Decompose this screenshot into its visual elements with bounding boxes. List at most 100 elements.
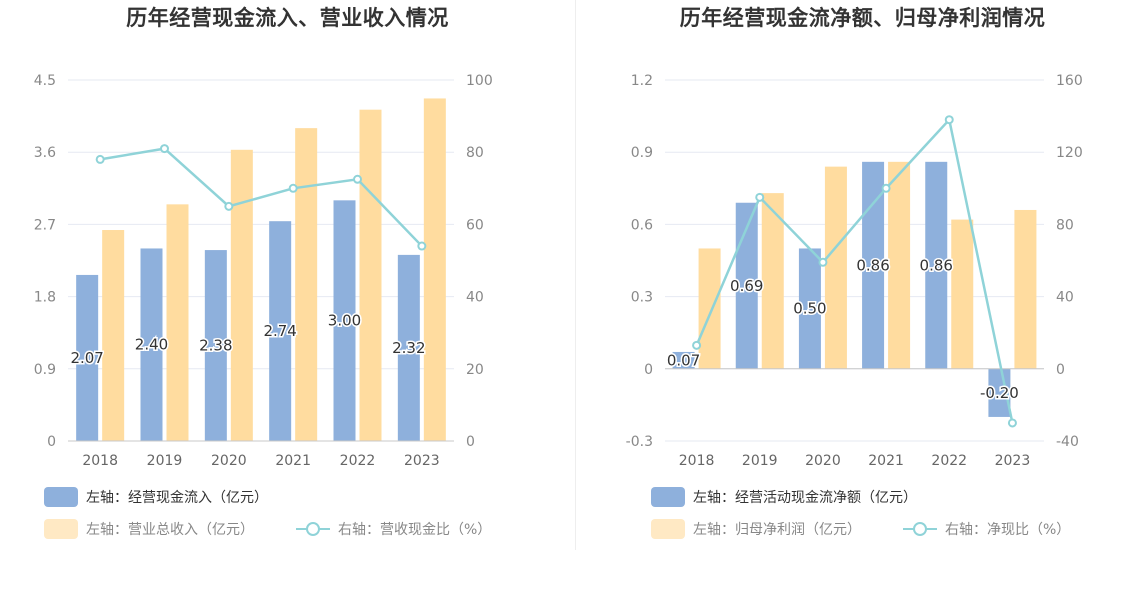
y-right-tick-label: 40 — [1056, 290, 1074, 306]
line-point — [692, 340, 702, 350]
legend-swatch-blue — [44, 487, 78, 507]
legend-label: 右轴：净现比（%） — [945, 522, 1071, 538]
bar-secondary — [888, 161, 911, 369]
chart-title: 历年经营现金流净额、归母净利润情况 — [679, 6, 1046, 30]
y-right-tick-label: 120 — [1056, 145, 1083, 161]
line-point — [95, 154, 105, 164]
y-left-tick-label: 2.7 — [34, 217, 56, 233]
x-tick-label: 2018 — [679, 453, 715, 469]
y-right-tick-label: 80 — [1056, 217, 1074, 233]
bar-primary — [735, 202, 758, 369]
y-left-tick-label: 0 — [47, 434, 56, 450]
legend-label: 右轴：营收现金比（%） — [338, 522, 492, 538]
y-left-tick-label: 0.9 — [34, 362, 56, 378]
y-left-tick-label: 0.3 — [631, 290, 653, 306]
data-label: 2.40 — [135, 336, 168, 354]
legend-item-net-cashflow[interactable]: 左轴：经营活动现金流净额（亿元） — [651, 487, 917, 507]
bar-primary — [76, 274, 99, 441]
x-tick-label: 2019 — [147, 453, 183, 469]
bar-secondary — [761, 193, 784, 369]
chart-title: 历年经营现金流入、营业收入情况 — [126, 6, 449, 30]
y-right-tick-label: 60 — [466, 217, 484, 233]
bar-secondary — [230, 149, 253, 441]
x-tick-label: 2023 — [404, 453, 440, 469]
data-label: 0.86 — [920, 256, 953, 274]
legend-swatch-yellow — [44, 519, 78, 539]
legend-line-marker-icon — [296, 519, 330, 539]
bar-secondary — [295, 128, 318, 441]
line-series — [99, 147, 423, 247]
y-right-tick-label: 40 — [466, 290, 484, 306]
legend-line-marker-icon — [903, 519, 937, 539]
legend-label: 左轴：归母净利润（亿元） — [693, 522, 861, 538]
y-left-tick-label: 3.6 — [34, 145, 56, 161]
x-tick-label: 2020 — [211, 453, 247, 469]
data-label: 3.00 — [328, 312, 361, 330]
y-right-tick-label: 0 — [466, 434, 475, 450]
bar-secondary — [423, 98, 446, 441]
line-series — [695, 117, 1014, 424]
x-tick-label: 2020 — [805, 453, 841, 469]
x-tick-label: 2022 — [931, 453, 967, 469]
x-tick-label: 2022 — [340, 453, 376, 469]
data-label: 0.50 — [793, 300, 826, 318]
data-label: 2.07 — [70, 349, 103, 367]
bar-primary — [140, 248, 163, 441]
legend-swatch-yellow — [651, 519, 685, 539]
chart-plot: -0.3 -40 0 0 0.3 40 0.6 80 0.9 120 1.2 160 2018 2019 2… — [626, 73, 1083, 469]
line-point — [353, 174, 362, 184]
bar-primary — [333, 200, 356, 441]
data-label: 0.07 — [667, 351, 700, 369]
bar-primary — [204, 250, 227, 441]
data-label: 0.69 — [730, 277, 763, 295]
bar-secondary — [359, 109, 382, 441]
chart-panel-cashflow-revenue: 历年经营现金流入、营业收入情况 0 0 0.9 20 1.8 40 2.7 60 3.6 80 4.… — [0, 0, 575, 560]
legend-item-net-profit[interactable]: 左轴：归母净利润（亿元） — [651, 519, 861, 539]
legend-item-cash-inflow[interactable]: 左轴：经营现金流入（亿元） — [44, 487, 268, 507]
x-tick-label: 2021 — [868, 453, 904, 469]
panel-divider — [575, 0, 576, 550]
x-tick-label: 2018 — [82, 453, 118, 469]
line-point — [288, 183, 298, 193]
legend-label: 左轴：经营活动现金流净额（亿元） — [693, 490, 917, 506]
bar-primary — [798, 248, 821, 369]
data-label: 2.74 — [263, 322, 296, 340]
x-tick-label: 2023 — [995, 453, 1031, 469]
y-left-tick-label: 0.9 — [631, 145, 653, 161]
bar-primary — [269, 221, 292, 441]
data-label: 2.38 — [199, 337, 232, 355]
line-point — [160, 144, 169, 154]
chart-plot: 0 0 0.9 20 1.8 40 2.7 60 3.6 80 4.5 100 2018 2019 2020… — [34, 73, 493, 469]
legend-item-ratio[interactable]: 右轴：营收现金比（%） — [296, 519, 491, 539]
y-right-tick-label: -40 — [1056, 434, 1079, 450]
chart-panel-netcash-profit: 历年经营现金流净额、归母净利润情况 -0.3 -40 0 0 0.3 40 0.6 80 0.9… — [577, 0, 1148, 560]
bar-secondary — [102, 230, 125, 441]
bar-secondary — [166, 204, 189, 441]
y-right-tick-label: 80 — [466, 145, 484, 161]
line-point — [944, 115, 954, 125]
line-point — [755, 192, 765, 202]
data-label: -0.20 — [980, 384, 1019, 402]
line-point — [881, 183, 891, 193]
line-point — [224, 201, 234, 211]
y-left-tick-label: 4.5 — [34, 73, 56, 89]
y-left-tick-label: -0.3 — [626, 434, 653, 450]
legend-item-net-ratio[interactable]: 右轴：净现比（%） — [903, 519, 1070, 539]
bar-primary — [862, 161, 885, 369]
data-label: 0.86 — [856, 256, 889, 274]
line-point — [1007, 418, 1017, 428]
legend-label: 左轴：经营现金流入（亿元） — [86, 490, 268, 506]
y-left-tick-label: 1.2 — [631, 73, 653, 89]
legend-label: 左轴：营业总收入（亿元） — [86, 522, 254, 538]
y-right-tick-label: 0 — [1056, 362, 1065, 378]
bar-secondary — [698, 248, 721, 369]
y-left-tick-label: 1.8 — [34, 290, 56, 306]
y-right-tick-label: 20 — [466, 362, 484, 378]
line-point — [818, 257, 828, 267]
y-left-tick-label: 0.6 — [631, 217, 653, 233]
legend-item-revenue[interactable]: 左轴：营业总收入（亿元） — [44, 519, 254, 539]
bar-secondary — [824, 166, 847, 369]
x-tick-label: 2019 — [742, 453, 778, 469]
bar-primary — [925, 161, 948, 369]
line-point — [417, 241, 427, 251]
